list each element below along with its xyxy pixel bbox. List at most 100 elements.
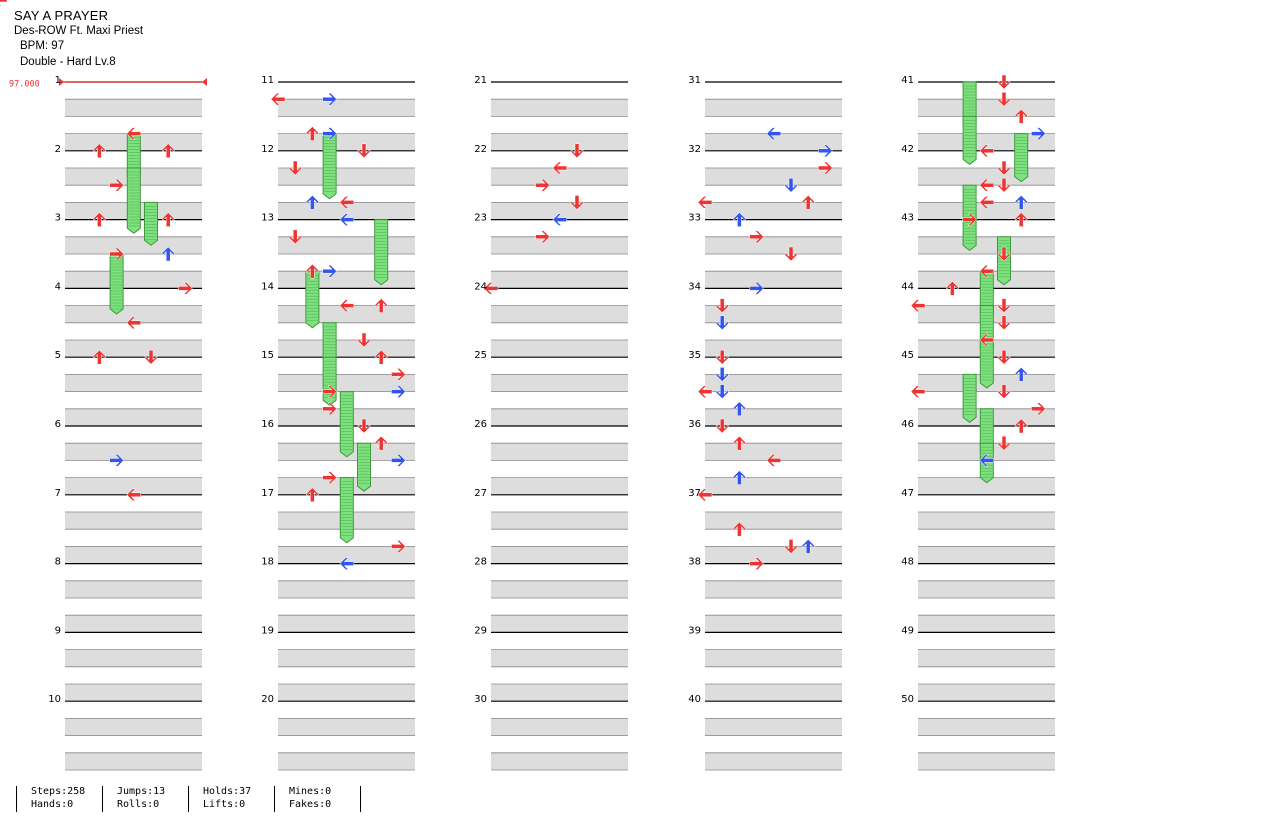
hold-note [305,270,320,329]
stats-jumps-rolls: Jumps:13 Rolls:0 [102,786,165,812]
measure-number: 36 [688,419,701,430]
measure-number: 29 [474,625,487,636]
measure-number: 1 [55,75,61,86]
beat-row-shade [918,477,1055,495]
lifts-count: Lifts:0 [203,798,246,810]
measure-number: 34 [688,281,701,292]
beat-row-shade [705,580,842,598]
measure-number: 19 [261,625,274,636]
beat-row-shade [705,202,842,220]
beat-row-shade [491,271,628,289]
beat-row-shade [918,718,1055,736]
beat-row-shade [705,408,842,426]
fakes-count: Fakes:0 [289,798,332,810]
beat-row-shade [491,752,628,770]
measure-number: 17 [261,488,274,499]
measure-number: 4 [55,281,61,292]
beat-row-shade [65,408,202,426]
mines-count: Mines:0 [289,786,332,797]
measure-number: 37 [688,488,701,499]
measure-number: 44 [901,281,914,292]
beat-row-shade [705,443,842,461]
measure-number: 3 [55,213,61,224]
stats-mines-fakes: Mines:0 Fakes:0 [274,786,331,812]
measure-number: 33 [688,213,701,224]
measure-number: 15 [261,350,274,361]
beat-row-shade [705,649,842,667]
beat-row-shade [491,340,628,358]
beat-row-shade [705,271,842,289]
beat-row-shade [918,99,1055,117]
beat-row-shade [918,133,1055,151]
beat-row-shade [705,374,842,392]
measure-number: 10 [48,694,61,705]
hands-count: Hands:0 [31,798,74,810]
beat-row-shade [65,752,202,770]
beat-row-shade [918,649,1055,667]
beat-row-shade [705,752,842,770]
song-artist: Des-ROW Ft. Maxi Priest [14,24,144,37]
hold-note [144,201,158,246]
beat-row-shade [278,718,415,736]
song-title: SAY A PRAYER [14,8,109,23]
beat-row-shade [491,718,628,736]
measure-number: 23 [474,213,487,224]
measure-number: 25 [474,350,487,361]
measure-number: 28 [474,557,487,568]
measure-number: 39 [688,625,701,636]
beat-row-shade [65,271,202,289]
hold-note [374,219,389,286]
arrow-note [997,74,1011,90]
beat-row-shade [918,615,1055,633]
beat-row-shade [705,718,842,736]
beat-row-shade [705,99,842,117]
beat-row-shade [491,236,628,254]
beat-row-shade [491,408,628,426]
beat-row-shade [65,99,202,117]
beat-row-shade [705,477,842,495]
beat-row-shade [491,202,628,220]
measure-number: 30 [474,694,487,705]
hold-note [322,356,337,406]
beat-row-shade [705,340,842,358]
measure-number: 6 [55,419,61,430]
beat-row-shade [65,477,202,495]
beat-row-shade [278,99,415,117]
measure-number: 8 [55,557,61,568]
song-header: SAY A PRAYER Des-ROW Ft. Maxi Priest BPM… [14,8,143,70]
measure-number: 31 [688,75,701,86]
beat-row-shade [918,236,1055,254]
beat-row-shade [491,374,628,392]
beat-row-shade [278,271,415,289]
hold-note [339,477,354,544]
beat-row-shade [65,305,202,323]
beat-row-shade [491,684,628,702]
hold-note [322,322,337,363]
beat-row-shade [278,305,415,323]
beat-row-shade [278,752,415,770]
beat-row-shade [65,443,202,461]
bpm-marker: 97.000 [9,80,40,90]
beat-row-shade [278,649,415,667]
beat-row-shade [278,133,415,151]
beat-row-shade [918,512,1055,530]
beat-row-shade [705,133,842,151]
beat-row-shade [491,477,628,495]
measure-number: 11 [261,75,274,86]
measure-number: 49 [901,625,914,636]
measure-number: 5 [55,350,61,361]
chart-difficulty: Double - Hard Lv.8 [20,55,116,68]
beat-row-shade [491,133,628,151]
beat-row-shade [278,684,415,702]
beat-row-shade [491,580,628,598]
measure-number: 32 [688,144,701,155]
beat-row-shade [918,580,1055,598]
beat-row-shade [705,546,842,564]
beat-row-shade [278,546,415,564]
beat-row-shade [705,305,842,323]
beat-row-shade [491,649,628,667]
beat-row-shade [918,546,1055,564]
hold-note [322,133,337,200]
measure-number: 26 [474,419,487,430]
